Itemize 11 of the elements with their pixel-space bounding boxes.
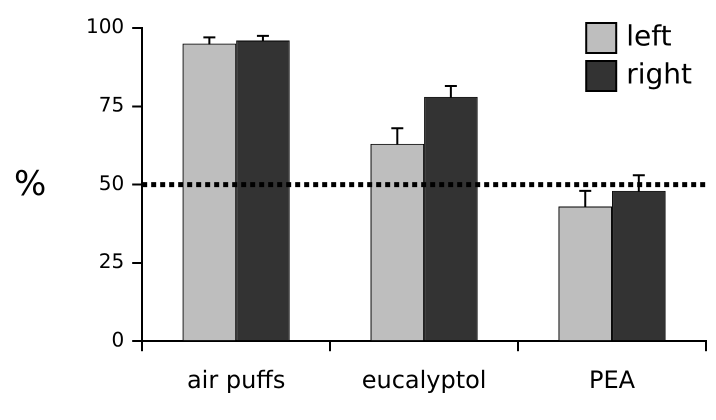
y-tick-label: 50 (98, 170, 124, 195)
x-tick-label: eucalyptol (362, 366, 486, 394)
x-tick-label: PEA (589, 366, 636, 394)
y-tick-label: 75 (98, 92, 124, 117)
legend-label: left (626, 19, 672, 52)
y-axis-title: % (14, 164, 46, 204)
y-tick-label: 0 (111, 327, 124, 352)
x-tick-label: air puffs (186, 366, 286, 394)
y-tick-label: 100 (86, 14, 124, 38)
y-tick-label: 25 (98, 249, 124, 274)
legend-label: right (626, 57, 692, 90)
